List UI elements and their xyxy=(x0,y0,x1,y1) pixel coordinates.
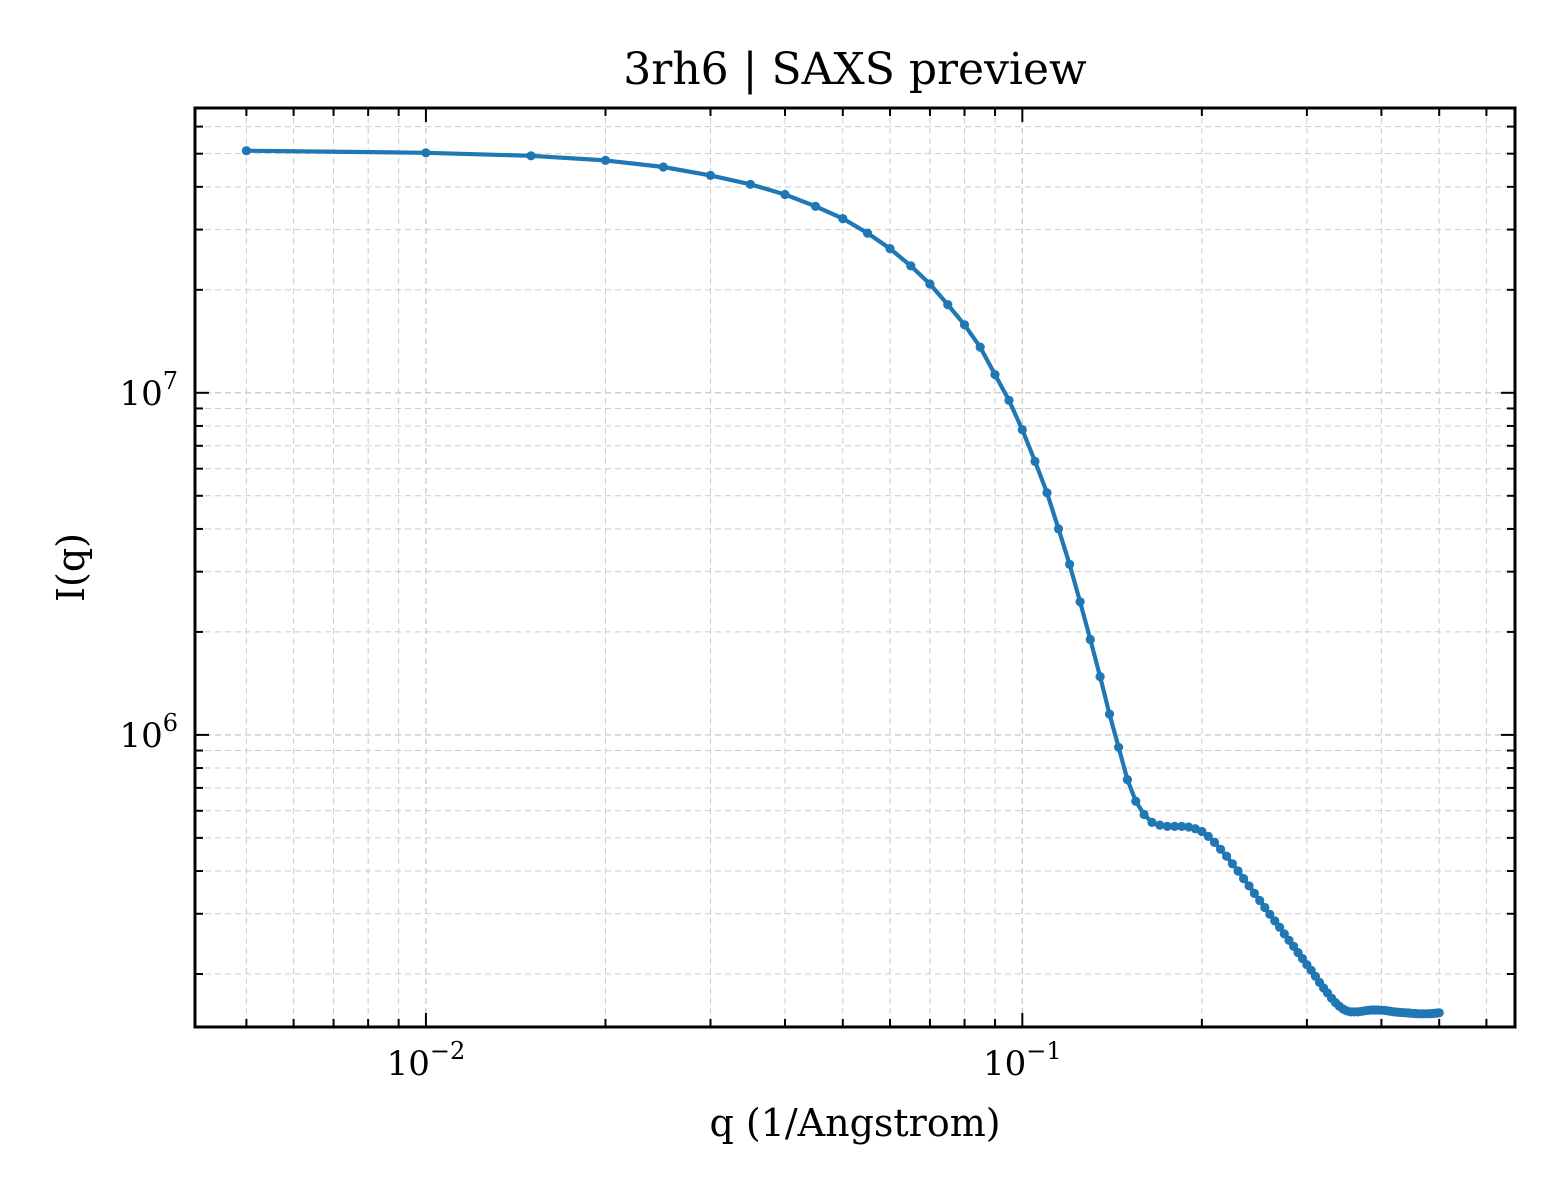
data-point xyxy=(1162,821,1172,832)
data-point xyxy=(1270,916,1280,926)
x-tick-label: 10−2 xyxy=(387,1037,466,1084)
data-point xyxy=(1177,821,1187,832)
data-point xyxy=(1434,1008,1444,1018)
data-point xyxy=(885,244,895,254)
x-tick-label: 10−1 xyxy=(983,1037,1062,1084)
data-point xyxy=(959,320,970,330)
data-point xyxy=(1244,881,1254,891)
data-point xyxy=(1255,895,1265,906)
data-point xyxy=(1004,395,1014,405)
data-point xyxy=(943,300,953,310)
data-point xyxy=(1216,844,1226,854)
data-point xyxy=(658,162,668,172)
data-point xyxy=(780,189,790,200)
data-point xyxy=(1053,524,1064,534)
data-point xyxy=(1203,831,1213,842)
y-tick-label: 106 xyxy=(119,709,178,756)
data-point xyxy=(1085,634,1095,645)
data-point xyxy=(1104,709,1115,719)
data-point xyxy=(1227,859,1237,869)
plot-frame xyxy=(193,106,1517,1029)
data-point xyxy=(1139,809,1149,820)
data-point xyxy=(925,279,935,289)
data-point xyxy=(810,201,821,211)
data-point xyxy=(862,228,873,238)
data-point xyxy=(1239,874,1249,884)
data-point xyxy=(1265,909,1275,919)
data-point xyxy=(906,261,916,271)
data-point xyxy=(838,214,848,224)
data-point xyxy=(1279,929,1289,939)
data-point xyxy=(745,179,756,189)
data-point xyxy=(1114,742,1124,752)
data-point xyxy=(1209,837,1220,848)
data-point xyxy=(241,146,251,156)
data-point xyxy=(1249,888,1259,899)
data-point xyxy=(1260,902,1270,913)
data-point xyxy=(1222,851,1232,861)
data-point xyxy=(1122,775,1132,785)
data-point xyxy=(1065,559,1075,570)
data-point xyxy=(421,148,431,158)
data-point xyxy=(1075,597,1085,607)
data-point xyxy=(1131,796,1141,806)
y-axis-label: I(q) xyxy=(49,533,93,602)
data-point xyxy=(1147,817,1157,828)
data-point xyxy=(1170,821,1180,832)
data-point xyxy=(1095,672,1105,682)
data-point xyxy=(1030,456,1040,466)
x-axis-label: q (1/Angstrom) xyxy=(709,1101,1000,1145)
data-point xyxy=(1017,425,1027,435)
data-point xyxy=(975,342,985,352)
data-point xyxy=(705,170,716,180)
data-point xyxy=(990,370,1000,380)
data-point xyxy=(526,151,536,161)
ticks: 10−2 10−1 106 107 xyxy=(119,108,1515,1084)
series-layer xyxy=(241,146,1444,1019)
y-tick-label: 107 xyxy=(119,367,178,414)
data-point xyxy=(1233,866,1243,876)
chart-title: 3rh6 | SAXS preview xyxy=(623,44,1087,95)
data-point xyxy=(600,155,611,165)
data-point xyxy=(1042,488,1052,498)
data-point xyxy=(1275,922,1285,932)
data-point xyxy=(1155,820,1165,830)
data-point xyxy=(1197,826,1207,837)
grid xyxy=(195,108,1515,1027)
